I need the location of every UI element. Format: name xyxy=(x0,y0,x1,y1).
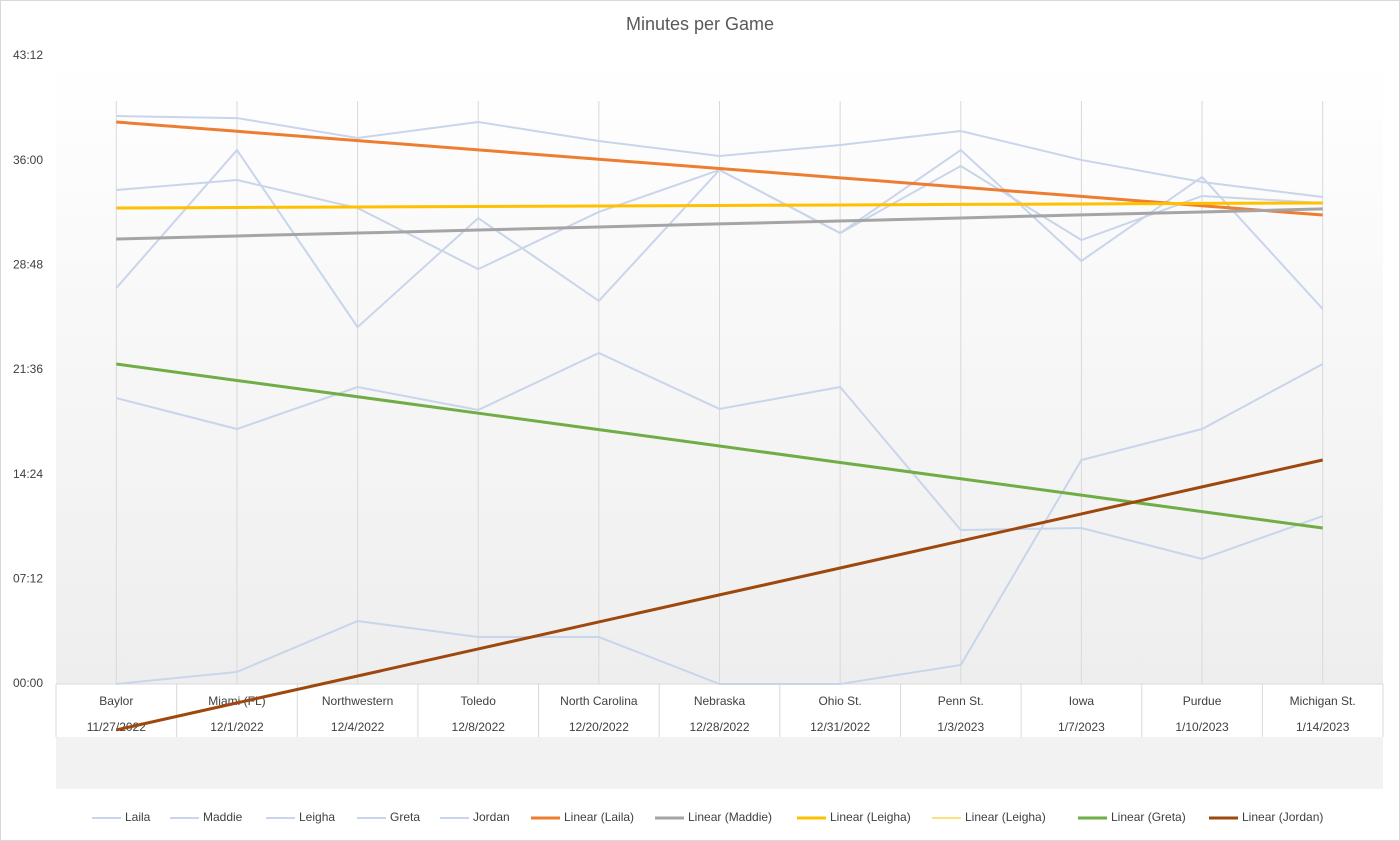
x-date-label: 12/31/2022 xyxy=(810,720,870,734)
x-tick-label: Nebraska xyxy=(694,694,746,708)
y-tick-label: 07:12 xyxy=(13,572,43,586)
legend-label: Linear (Leigha) xyxy=(965,810,1046,824)
x-date-label: 1/14/2023 xyxy=(1296,720,1350,734)
y-tick-label: 28:48 xyxy=(13,258,43,272)
x-date-label: 12/28/2022 xyxy=(689,720,749,734)
series-line xyxy=(115,458,1324,732)
legend-label: Laila xyxy=(125,810,151,824)
x-tick-label: North Carolina xyxy=(560,694,638,708)
x-tick-label: Penn St. xyxy=(938,694,984,708)
x-date-label: 12/1/2022 xyxy=(210,720,264,734)
x-date-label: 1/10/2023 xyxy=(1175,720,1229,734)
y-tick-label: 00:00 xyxy=(13,676,43,690)
legend-label: Linear (Jordan) xyxy=(1242,810,1323,824)
series-line xyxy=(116,363,1324,685)
legend-label: Linear (Greta) xyxy=(1111,810,1186,824)
legend-label: Linear (Laila) xyxy=(564,810,634,824)
legend-label: Greta xyxy=(390,810,420,824)
series-line xyxy=(116,362,1323,530)
series-line xyxy=(116,120,1323,217)
x-date-label: 1/3/2023 xyxy=(937,720,984,734)
x-tick-label: Toledo xyxy=(461,694,497,708)
chart-title: Minutes per Game xyxy=(626,14,774,34)
legend-label: Linear (Leigha) xyxy=(830,810,911,824)
x-tick-label: Ohio St. xyxy=(818,694,861,708)
x-tick-label: Purdue xyxy=(1183,694,1222,708)
x-date-label: 1/7/2023 xyxy=(1058,720,1105,734)
axis-shade xyxy=(56,737,1383,789)
y-tick-label: 43:12 xyxy=(13,48,43,62)
y-tick-label: 14:24 xyxy=(13,467,43,481)
legend-label: Maddie xyxy=(203,810,243,824)
x-date-label: 12/8/2022 xyxy=(452,720,506,734)
x-date-label: 12/4/2022 xyxy=(331,720,385,734)
series-line xyxy=(116,207,1323,241)
y-tick-label: 21:36 xyxy=(13,362,43,376)
series-line xyxy=(116,115,1323,199)
legend-label: Leigha xyxy=(299,810,335,824)
series-line xyxy=(116,202,1323,209)
series-line xyxy=(116,351,1324,561)
x-tick-label: Iowa xyxy=(1069,694,1095,708)
y-tick-label: 36:00 xyxy=(13,153,43,167)
legend-label: Jordan xyxy=(473,810,510,824)
legend-label: Linear (Maddie) xyxy=(688,810,772,824)
x-date-label: 11/27/2022 xyxy=(87,720,146,734)
x-tick-label: Northwestern xyxy=(322,694,393,708)
x-tick-label: Baylor xyxy=(99,694,133,708)
x-tick-label: Michigan St. xyxy=(1290,694,1356,708)
x-date-label: 12/20/2022 xyxy=(569,720,629,734)
